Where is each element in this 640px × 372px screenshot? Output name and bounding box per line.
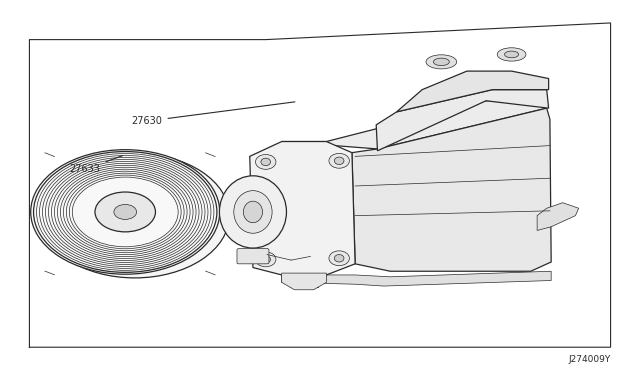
Polygon shape	[397, 71, 548, 112]
Polygon shape	[376, 90, 548, 151]
Ellipse shape	[40, 153, 229, 278]
Ellipse shape	[95, 192, 156, 232]
Ellipse shape	[329, 251, 349, 266]
Ellipse shape	[329, 153, 349, 168]
Ellipse shape	[255, 154, 276, 169]
Ellipse shape	[255, 252, 276, 267]
Text: 27633: 27633	[70, 155, 123, 174]
Ellipse shape	[243, 201, 262, 223]
Ellipse shape	[31, 150, 220, 274]
Text: 27631: 27631	[289, 274, 320, 290]
Polygon shape	[352, 108, 551, 271]
Text: J274009Y: J274009Y	[569, 355, 611, 364]
Ellipse shape	[433, 58, 449, 65]
Ellipse shape	[220, 176, 287, 248]
Polygon shape	[250, 141, 355, 275]
Text: 27630: 27630	[132, 102, 295, 126]
Polygon shape	[282, 273, 326, 290]
FancyBboxPatch shape	[237, 248, 269, 264]
Polygon shape	[282, 101, 547, 149]
Ellipse shape	[504, 51, 518, 58]
Ellipse shape	[234, 190, 272, 233]
Ellipse shape	[114, 205, 136, 219]
Polygon shape	[537, 203, 579, 231]
Ellipse shape	[426, 55, 457, 69]
Ellipse shape	[334, 157, 344, 164]
Ellipse shape	[334, 254, 344, 262]
Ellipse shape	[261, 158, 271, 166]
Ellipse shape	[261, 256, 271, 263]
Ellipse shape	[497, 48, 526, 61]
Polygon shape	[282, 271, 551, 286]
